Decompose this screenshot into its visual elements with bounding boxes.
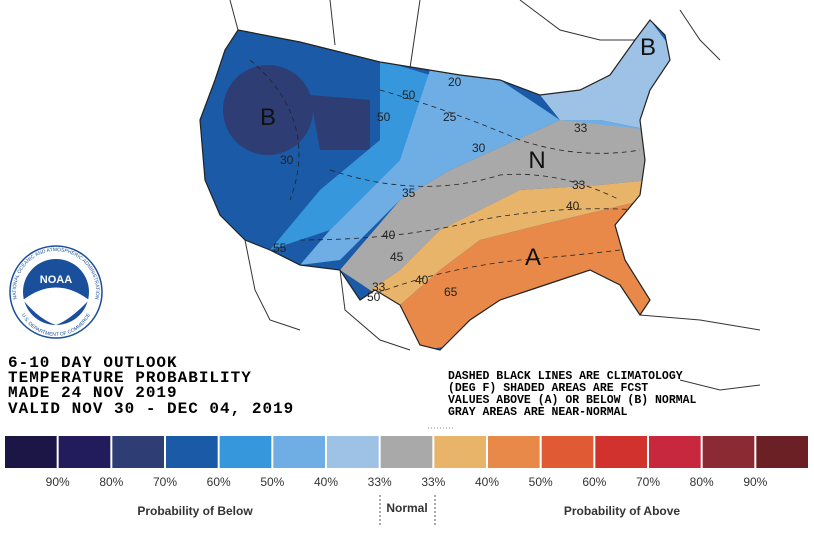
contour-label: 30 — [280, 153, 294, 167]
legend-label: 33% — [421, 475, 445, 489]
region-label: B — [260, 104, 276, 131]
legend-swatch — [380, 436, 433, 468]
contour-label: 50 — [367, 290, 381, 304]
contour-label: 30 — [472, 141, 486, 155]
region-label: A — [525, 244, 541, 271]
legend-label: 70% — [153, 475, 177, 489]
legend: 90% 80% 70% 60% 50% 40% 33% 33% 40% 50% 60% 70% 80% 9… — [5, 436, 808, 489]
legend-swatch — [166, 436, 218, 468]
legend-swatch — [756, 436, 808, 468]
legend-label: 60% — [207, 475, 231, 489]
contour-label: 40 — [415, 273, 429, 287]
region-label: N — [528, 147, 545, 174]
legend-label: 40% — [475, 475, 499, 489]
title-line: TEMPERATURE PROBABILITY — [8, 369, 252, 387]
contour-label: 40 — [382, 228, 396, 242]
legend-label: 70% — [636, 475, 660, 489]
legend-swatch — [327, 436, 379, 468]
legend-swatch — [595, 436, 647, 468]
title-line: 6-10 DAY OUTLOOK — [8, 354, 178, 372]
forecast-shading — [200, 20, 670, 350]
legend-label: 50% — [260, 475, 284, 489]
legend-label: 50% — [529, 475, 553, 489]
legend-swatch — [541, 436, 594, 468]
geography-lines — [229, 0, 761, 391]
legend-normal-label: Normal — [386, 501, 427, 515]
legend-above-label: Probability of Above — [564, 504, 681, 518]
contour-label: 35 — [402, 186, 416, 200]
legend-swatch — [488, 436, 540, 468]
note-line: VALUES ABOVE (A) OR BELOW (B) NORMAL — [448, 394, 697, 407]
contour-label: 55 — [273, 241, 287, 255]
contour-label: 33 — [572, 178, 586, 192]
legend-label: 40% — [314, 475, 338, 489]
legend-swatch — [702, 436, 755, 468]
legend-label: 90% — [46, 475, 70, 489]
legend-swatch — [649, 436, 701, 468]
contour-label: 25 — [443, 110, 457, 124]
legend-swatch — [273, 436, 325, 468]
noaa-logo: NOAA NATIONAL OCEANIC AND ATMOSPHERIC AD… — [9, 245, 103, 339]
legend-label: 80% — [690, 475, 714, 489]
logo-text: NOAA — [40, 274, 72, 286]
title-line: VALID NOV 30 - DEC 04, 2019 — [8, 400, 294, 418]
contour-label: 40 — [566, 199, 580, 213]
legend-label: 60% — [582, 475, 606, 489]
contour-label: 50 — [402, 88, 416, 102]
legend-swatch — [219, 436, 272, 468]
legend-label: 90% — [743, 475, 767, 489]
legend-label: 80% — [99, 475, 123, 489]
note-line: GRAY AREAS ARE NEAR-NORMAL — [448, 406, 628, 419]
contour-label: 33 — [574, 121, 588, 135]
legend-below-label: Probability of Below — [137, 504, 253, 518]
region-label: B — [640, 34, 656, 61]
contour-label: 45 — [390, 250, 404, 264]
contour-labels: 50 20 50 25 30 30 35 40 45 40 55 33 50 6… — [273, 75, 588, 304]
title-line: MADE 24 NOV 2019 — [8, 384, 178, 402]
notes: DASHED BLACK LINES ARE CLIMATOLOGY (DEG … — [448, 370, 697, 419]
us-outline — [199, 19, 671, 351]
legend-swatch — [434, 436, 486, 468]
contour-label: 33 — [372, 280, 386, 294]
legend-swatch — [58, 436, 111, 468]
note-line: (DEG F) SHADED AREAS ARE FCST — [448, 382, 648, 395]
legend-swatch — [5, 436, 57, 468]
legend-swatch — [112, 436, 164, 468]
contour-label: 50 — [377, 110, 391, 124]
contour-label: 20 — [448, 75, 462, 89]
title-block: 6-10 DAY OUTLOOK TEMPERATURE PROBABILITY… — [8, 354, 294, 418]
note-line: DASHED BLACK LINES ARE CLIMATOLOGY — [448, 370, 683, 383]
contour-label: 65 — [444, 285, 458, 299]
legend-label: 33% — [368, 475, 392, 489]
